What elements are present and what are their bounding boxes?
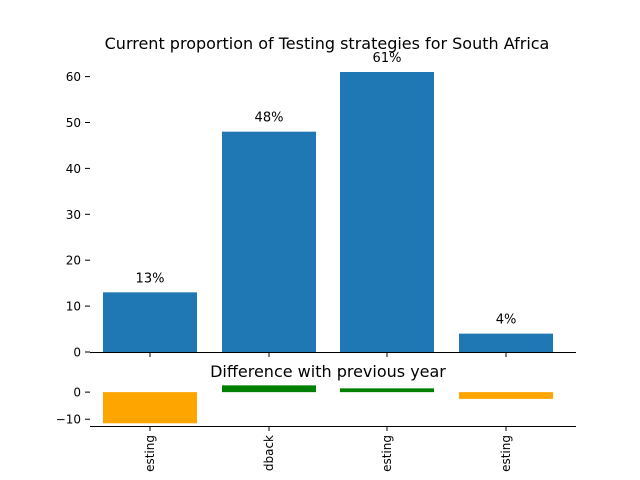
x-tick-label: esting [143, 435, 157, 472]
main-bar-value-label: 13% [136, 271, 165, 286]
main-bar [340, 72, 434, 352]
main-y-tick-label: 50 [66, 116, 81, 130]
difference-y-tick-label: −10 [56, 413, 81, 427]
main-bar [103, 292, 197, 352]
main-y-tick-label: 0 [73, 346, 81, 360]
main-bar-value-label: 61% [373, 51, 402, 66]
main-y-tick-label: 40 [66, 162, 81, 176]
main-y-tick-label: 30 [66, 208, 81, 222]
main-bar-value-label: 48% [255, 111, 284, 126]
difference-y-axis-ticks: 0 −10 [56, 386, 90, 427]
x-tick-label: esting [499, 435, 513, 472]
difference-bar [103, 392, 197, 424]
difference-bars [103, 385, 553, 424]
difference-chart: Difference with previous year 0 −10 estin… [56, 362, 576, 472]
main-bar [459, 333, 553, 352]
main-data-labels: 13% 48% 61% 4% [136, 51, 517, 328]
main-chart: Current proportion of Testing strategies… [66, 34, 576, 360]
x-tick-label: dback [262, 435, 276, 471]
main-y-tick-label: 10 [66, 300, 81, 314]
main-y-tick-label: 20 [66, 254, 81, 268]
difference-bar [222, 385, 316, 393]
difference-chart-title: Difference with previous year [210, 362, 446, 381]
main-bar-value-label: 4% [496, 313, 517, 328]
main-bars [103, 72, 553, 352]
difference-bar [459, 392, 553, 399]
difference-x-tick-labels: esting dback esting esting [143, 435, 513, 472]
main-chart-title: Current proportion of Testing strategies… [105, 34, 550, 53]
main-x-axis-ticks [149, 352, 507, 357]
difference-x-axis-ticks [149, 426, 507, 431]
main-bar [222, 131, 316, 352]
x-tick-label: esting [380, 435, 394, 472]
main-y-tick-label: 60 [66, 70, 81, 84]
main-y-axis-ticks: 0 10 20 30 40 50 60 [66, 70, 90, 360]
difference-y-tick-label: 0 [73, 386, 81, 400]
difference-bar [340, 388, 434, 393]
